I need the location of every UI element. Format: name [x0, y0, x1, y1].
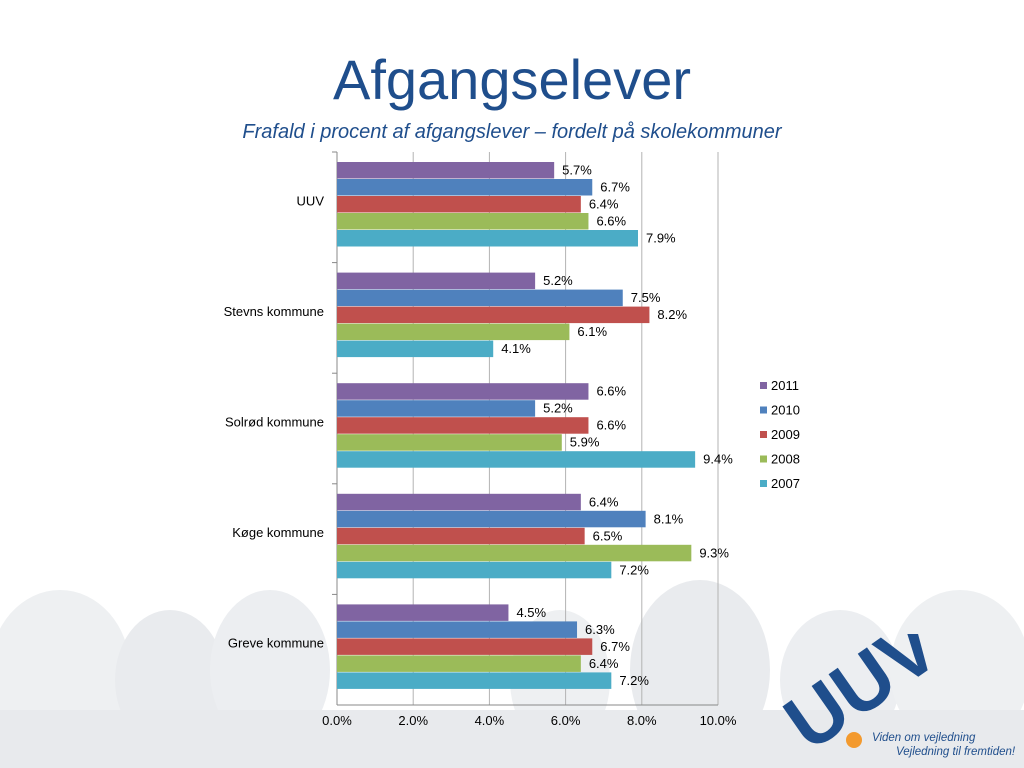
- data-label: 7.2%: [619, 673, 649, 688]
- bar: [337, 400, 536, 417]
- data-label: 5.9%: [570, 435, 600, 450]
- bar: [337, 510, 646, 528]
- logo-tagline-2: Vejledning til fremtiden!: [896, 746, 1016, 758]
- bar: [337, 638, 593, 655]
- bar: [337, 323, 570, 341]
- logo-tagline-1: Viden om vejledning: [872, 732, 976, 744]
- data-label: 9.4%: [703, 452, 733, 467]
- category-label: Køge kommune: [232, 525, 324, 540]
- uuv-logo: UUV: [776, 634, 954, 767]
- data-label: 6.6%: [596, 384, 626, 399]
- bar: [337, 213, 589, 230]
- bar: [337, 230, 638, 247]
- bar: [337, 272, 536, 290]
- bar: [337, 527, 585, 545]
- category-label: UUV: [297, 193, 325, 208]
- data-label: 6.4%: [589, 197, 619, 212]
- legend-swatch: [760, 382, 767, 389]
- data-label: 5.7%: [562, 163, 592, 178]
- x-tick-label: 8.0%: [627, 713, 657, 728]
- legend-swatch: [760, 480, 767, 487]
- legend-label: 2010: [771, 403, 800, 418]
- data-label: 9.3%: [699, 545, 729, 560]
- legend-swatch: [760, 455, 767, 463]
- data-label: 6.7%: [600, 639, 630, 654]
- data-label: 4.1%: [501, 341, 531, 356]
- legend-swatch: [760, 406, 767, 414]
- category-label: Stevns kommune: [224, 304, 324, 319]
- legend-swatch: [760, 431, 767, 438]
- bar: [337, 672, 612, 689]
- category-label: Greve kommune: [228, 636, 324, 651]
- data-label: 6.1%: [577, 324, 607, 339]
- category-label: Solrød kommune: [225, 415, 324, 430]
- data-label: 5.2%: [543, 273, 573, 288]
- legend-label: 2007: [771, 476, 800, 491]
- data-label: 8.1%: [654, 511, 684, 526]
- page-subtitle: Frafald i procent af afgangslever – ford…: [242, 121, 782, 143]
- data-label: 6.6%: [596, 214, 626, 229]
- x-tick-label: 2.0%: [398, 713, 428, 728]
- data-label: 6.6%: [596, 418, 626, 433]
- data-label: 4.5%: [516, 605, 546, 620]
- bar: [337, 340, 494, 358]
- legend-label: 2009: [771, 427, 800, 442]
- bar: [337, 451, 696, 468]
- data-label: 6.4%: [589, 494, 619, 509]
- bar: [337, 621, 578, 638]
- data-label: 7.9%: [646, 231, 676, 246]
- data-label: 8.2%: [657, 307, 687, 322]
- x-tick-label: 6.0%: [551, 713, 581, 728]
- bar: [337, 289, 623, 307]
- x-tick-label: 4.0%: [475, 713, 505, 728]
- data-label: 7.5%: [631, 290, 661, 305]
- bar: [337, 604, 509, 621]
- bar: [337, 417, 589, 434]
- page-title: Afgangselever: [332, 48, 691, 111]
- bar: [337, 196, 581, 213]
- data-label: 6.4%: [589, 656, 619, 671]
- bar: [337, 179, 593, 196]
- data-label: 6.5%: [593, 528, 623, 543]
- bar: [337, 162, 555, 179]
- bar: [337, 493, 581, 511]
- bar: [337, 434, 562, 451]
- bar: [337, 306, 650, 324]
- bar: [337, 383, 589, 400]
- data-label: 6.3%: [585, 622, 615, 637]
- data-label: 7.2%: [619, 562, 649, 577]
- legend-label: 2008: [771, 452, 800, 467]
- bar: [337, 561, 612, 579]
- data-label: 6.7%: [600, 180, 630, 195]
- legend-label: 2011: [771, 378, 799, 393]
- bar: [337, 544, 692, 562]
- bar: [337, 655, 581, 672]
- x-tick-label: 0.0%: [322, 713, 352, 728]
- x-tick-label: 10.0%: [700, 713, 737, 728]
- data-label: 5.2%: [543, 401, 573, 416]
